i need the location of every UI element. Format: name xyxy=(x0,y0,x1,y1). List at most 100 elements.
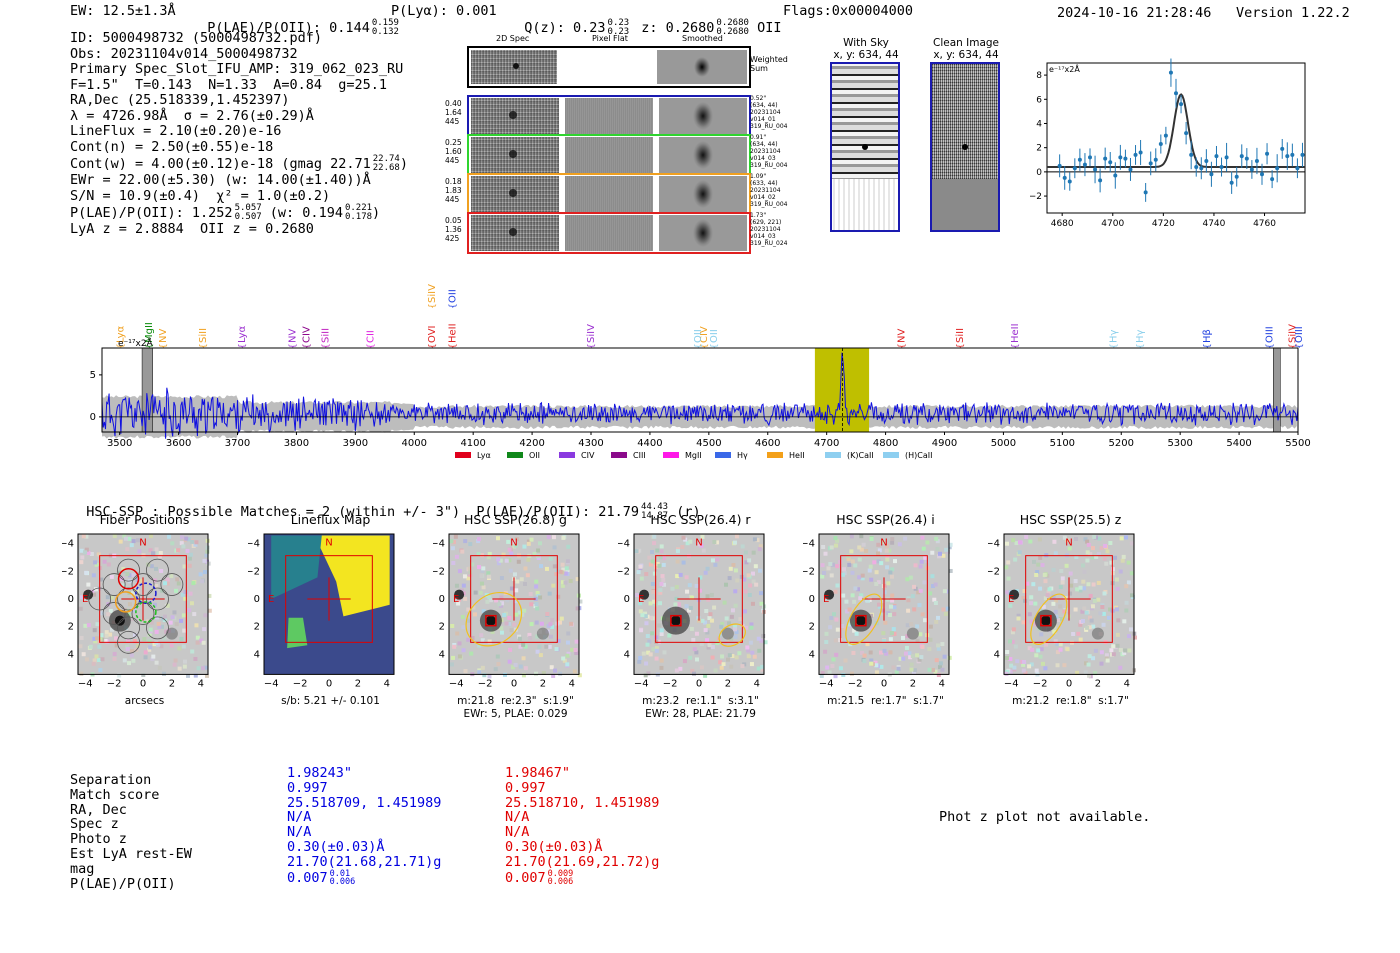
cutout-noise-pixel xyxy=(79,671,84,676)
cutout-noise-pixel xyxy=(910,654,915,659)
clean-title: Clean Image xyxy=(932,37,1000,49)
cutout-noise-pixel xyxy=(159,624,164,629)
line-marker-label: NV xyxy=(158,329,169,343)
cutout-noise-pixel xyxy=(936,646,941,651)
cutout-noise-pixel xyxy=(821,544,826,549)
zoom-data-point xyxy=(1062,175,1067,180)
spectrum-xtick-label: 4200 xyxy=(519,438,544,449)
cutout-noise-pixel xyxy=(135,538,140,543)
cutout-noise-pixel xyxy=(92,658,97,663)
cutout-noise-pixel xyxy=(734,655,739,660)
cutout-noise-pixel xyxy=(139,578,144,583)
cutout-noise-pixel xyxy=(738,617,743,622)
cutout-noise-pixel xyxy=(488,598,493,603)
cutout-noise-pixel xyxy=(1103,543,1108,548)
cutout-noise-pixel xyxy=(823,551,828,556)
cutout-noise-pixel xyxy=(108,632,113,637)
cutout-noise-pixel xyxy=(725,657,730,662)
cutout-noise-pixel xyxy=(749,622,754,627)
cutout-noise-pixel xyxy=(554,647,559,652)
cutout-noise-pixel xyxy=(750,601,755,606)
zoom-xtick-label: 4680 xyxy=(1051,219,1074,229)
line-marker-label: SiII xyxy=(198,328,209,343)
cutout-noise-pixel xyxy=(477,670,482,675)
zoom-data-point xyxy=(1280,146,1285,151)
cutout-noise-pixel xyxy=(903,536,908,541)
zoom-data-point xyxy=(1072,166,1077,171)
panel-frame xyxy=(77,533,209,675)
cutout-noise-pixel xyxy=(529,602,534,607)
cutout-noise-pixel xyxy=(204,553,209,558)
cutout-noise-pixel xyxy=(1102,591,1107,596)
cutout-noise-pixel xyxy=(1124,535,1129,540)
cutout-noise-pixel xyxy=(639,576,644,581)
cutout-noise-pixel xyxy=(94,562,99,567)
spectrum-xtick-label: 4600 xyxy=(755,438,780,449)
line-marker-brace: { xyxy=(322,343,332,349)
zoom-data-point xyxy=(1290,152,1295,157)
cutout-noise-pixel xyxy=(1017,540,1022,545)
cutout-noise-pixel xyxy=(499,630,504,635)
cutout-noise-pixel xyxy=(112,651,117,656)
cutout-noise-pixel xyxy=(137,549,142,554)
neighbor-source xyxy=(824,589,835,600)
spec2d-row xyxy=(467,212,751,254)
info-id: ID: 5000498732 (5000498732.pdf) xyxy=(70,30,322,46)
line-marker-brace: { xyxy=(587,343,597,349)
cutout-noise-pixel xyxy=(727,576,732,581)
with-sky-xy: x, y: 634, 44 xyxy=(833,49,899,61)
cutout-noise-pixel xyxy=(460,614,465,619)
cutout-noise-pixel xyxy=(742,577,747,582)
cutout-noise-pixel xyxy=(532,551,537,556)
line-marker-label: SiIV xyxy=(427,284,438,303)
cutout-noise-pixel xyxy=(734,534,739,539)
cutout-noise-pixel xyxy=(131,573,136,578)
cutout-noise-pixel xyxy=(507,547,512,552)
cutout-noise-pixel xyxy=(508,568,513,573)
clean-image-cutout: Clean Image x, y: 634, 44 xyxy=(930,37,1002,232)
cutout-noise-pixel xyxy=(868,650,873,655)
cutout-noise-pixel xyxy=(1114,607,1119,612)
spectrum-xtick-label: 4400 xyxy=(637,438,662,449)
cutout-noise-pixel xyxy=(706,645,711,650)
cutout-noise-pixel xyxy=(1045,593,1050,598)
cutout-noise-pixel xyxy=(1016,616,1021,621)
cutout-noise-pixel xyxy=(747,593,752,598)
cutout-noise-pixel xyxy=(1009,663,1014,668)
cutout-noise-pixel xyxy=(643,614,648,619)
match-value: 21.70(21.69,21.72)g xyxy=(505,853,660,870)
cutout-noise-pixel xyxy=(1073,607,1078,612)
cutout-noise-pixel xyxy=(1076,631,1081,636)
cutout-noise-pixel xyxy=(1021,620,1026,625)
match-label: P(LAE)/P(OII) xyxy=(70,875,176,892)
match-label: Photo z xyxy=(70,831,127,848)
legend-swatch xyxy=(825,452,841,458)
cutout-noise-pixel xyxy=(548,634,553,639)
cutout-noise-pixel xyxy=(538,595,543,600)
cutout-noise-pixel xyxy=(487,595,492,600)
cutout-noise-pixel xyxy=(909,622,914,627)
cutout-noise-pixel xyxy=(1078,585,1083,590)
cutout-noise-pixel xyxy=(694,631,699,636)
cutout-noise-pixel xyxy=(1118,569,1123,574)
zoom-data-point xyxy=(1158,142,1163,147)
cutout-noise-pixel xyxy=(723,582,728,587)
match-table: Separation Match score RA, Dec Spec z Photo … xyxy=(70,773,192,891)
cutout-noise-pixel xyxy=(204,673,209,678)
cutout-noise-pixel xyxy=(705,566,710,571)
cutout-noise-pixel xyxy=(719,624,724,629)
panel-xtick-label: −2 xyxy=(478,678,493,689)
cutout-noise-pixel xyxy=(681,560,686,565)
panel-xtick-label: 2 xyxy=(725,678,731,689)
fiber-circle xyxy=(146,558,169,582)
cutout-noise-pixel xyxy=(495,536,500,541)
cutout-noise-pixel xyxy=(945,589,950,594)
panel-xtick-label: 4 xyxy=(384,678,390,689)
cutout-noise-pixel xyxy=(1120,558,1125,563)
lineflux-map-mid xyxy=(271,535,322,599)
panel-ytick-label: −4 xyxy=(62,539,74,550)
cutout-noise-pixel xyxy=(508,647,513,652)
cutout-noise-pixel xyxy=(885,554,890,559)
cutout-noise-pixel xyxy=(1005,669,1010,674)
cutout-noise-pixel xyxy=(654,648,659,653)
